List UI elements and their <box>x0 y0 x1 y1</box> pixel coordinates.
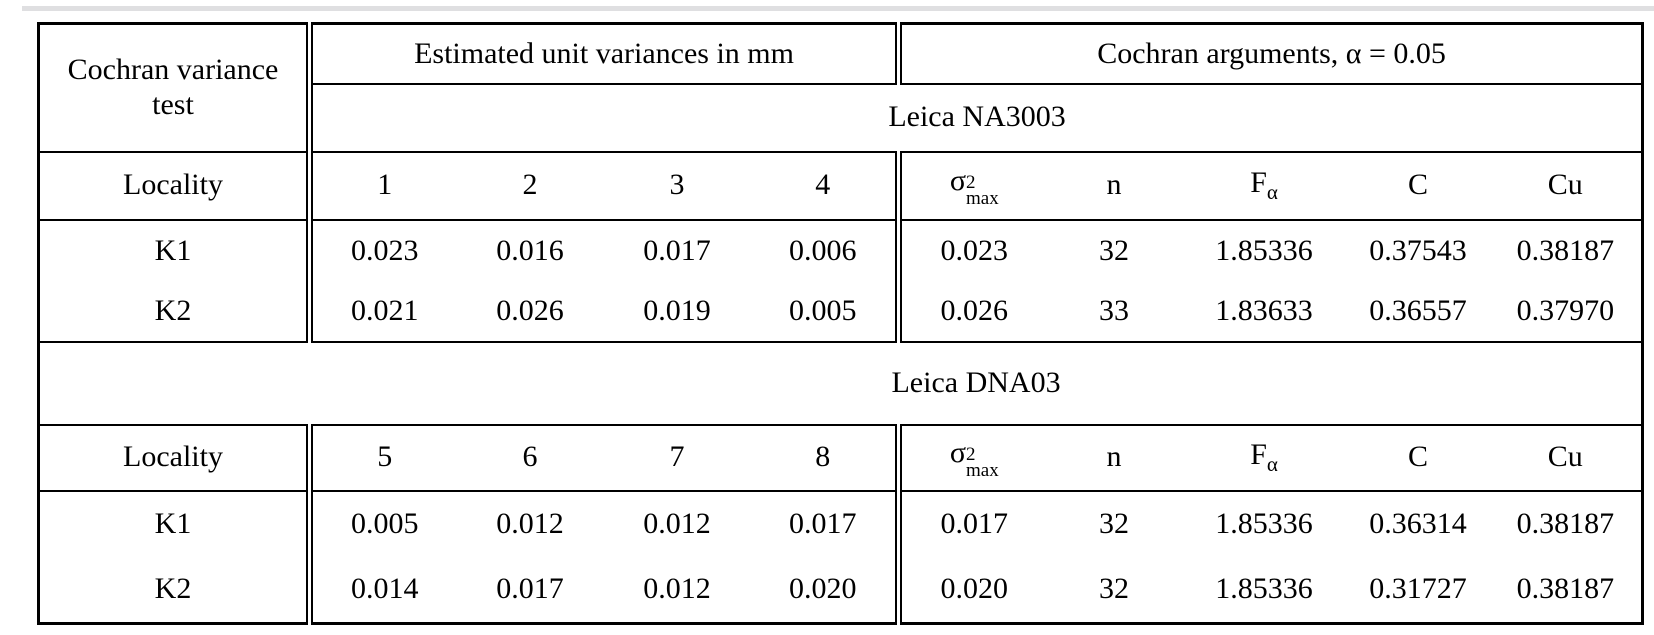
c-header: C <box>1346 151 1490 221</box>
sigma-max-cell: 0.023 <box>895 219 1047 282</box>
cu-cell: 0.37970 <box>1489 281 1643 343</box>
n-header: n <box>1046 424 1182 492</box>
f-alpha-subscript: α <box>1266 180 1278 205</box>
table-row: Locality 1 2 3 4 σ 2 max n Fα C Cu <box>38 151 1643 221</box>
cu-header: Cu <box>1489 151 1643 221</box>
n-cell: 33 <box>1046 281 1182 343</box>
variance-cell: 0.005 <box>750 281 899 343</box>
n-header: n <box>1046 151 1182 221</box>
sigma-symbol: σ <box>949 436 967 469</box>
f-alpha-cell: 1.83633 <box>1181 281 1347 343</box>
line-number-header: 3 <box>603 151 751 221</box>
locality-cell: K2 <box>38 281 313 343</box>
variance-cell: 0.014 <box>351 572 419 605</box>
line-number-header: 2 <box>456 151 604 221</box>
f-alpha-cell: 1.85336 <box>1215 572 1313 605</box>
sigma-max-header: σ 2 max <box>895 151 1047 221</box>
locality-header-cell: Locality <box>38 424 313 492</box>
line-number-header: 8 <box>750 424 899 492</box>
line-number-header: 7 <box>603 424 751 492</box>
variance-cell: 0.012 <box>643 506 711 540</box>
locality-cell: K2 <box>38 556 313 624</box>
table-row: K1 0.005 0.012 0.012 0.017 0.017 32 1.85… <box>38 490 1643 557</box>
cu-header: Cu <box>1489 424 1643 492</box>
locality-cell: K1 <box>38 219 313 282</box>
n-cell: 32 <box>1099 572 1130 605</box>
instrument-header-na3003: Leica NA3003 <box>309 83 1643 153</box>
variance-cell: 0.020 <box>789 572 857 605</box>
f-alpha-cell: 1.85336 <box>1215 233 1313 267</box>
line-number-header: 5 <box>309 424 457 492</box>
table-row: K2 0.021 0.026 0.019 0.005 0.026 33 1.83… <box>38 281 1643 343</box>
corner-header-cell: Cochran variance test <box>38 23 313 153</box>
c-cell: 0.36557 <box>1346 281 1490 343</box>
c-cell: 0.36314 <box>1369 506 1467 540</box>
cu-cell: 0.38187 <box>1516 572 1615 605</box>
variance-cell: 0.005 <box>351 506 419 540</box>
line-number-header: 6 <box>456 424 604 492</box>
variance-cell: 0.019 <box>603 281 751 343</box>
table-row: Leica NA3003 <box>39 83 1643 153</box>
variances-section-header: Estimated unit variances in mm <box>309 23 899 85</box>
c-cell: 0.31727 <box>1369 572 1467 605</box>
cochran-variance-table: Cochran variance test Estimated unit var… <box>37 22 1645 625</box>
variance-cell: 0.016 <box>496 233 564 267</box>
cu-cell: 0.38187 <box>1516 506 1615 540</box>
window-top-divider <box>22 6 1654 11</box>
f-alpha-subscript: α <box>1266 452 1278 477</box>
arguments-section-header: Cochran arguments, α = 0.05 <box>895 23 1643 85</box>
sigma-max-cell: 0.017 <box>895 490 1047 557</box>
c-cell: 0.37543 <box>1369 233 1467 267</box>
variance-cell: 0.021 <box>309 281 457 343</box>
variance-cell: 0.012 <box>496 506 564 540</box>
f-alpha-header: Fα <box>1181 151 1347 221</box>
f-alpha-header: Fα <box>1181 424 1347 492</box>
n-cell: 32 <box>1099 506 1130 540</box>
cu-cell: 0.38187 <box>1516 233 1615 267</box>
sigma-sup-sub: 2 max <box>966 444 999 481</box>
line-number-header: 1 <box>309 151 457 221</box>
table-row: K2 0.014 0.017 0.012 0.020 0.020 32 1.85… <box>38 556 1643 624</box>
variance-cell: 0.026 <box>456 281 604 343</box>
table-row: Locality 5 6 7 8 σ 2 max n Fα C Cu <box>38 424 1643 492</box>
locality-header-cell: Locality <box>38 151 313 221</box>
sigma-sup-sub: 2 max <box>966 172 999 209</box>
variance-cell: 0.017 <box>643 233 711 267</box>
table-row: Cochran variance test Estimated unit var… <box>38 23 1643 153</box>
corner-header-line1: Cochran variance <box>67 53 279 87</box>
instrument-header-dna03: Leica DNA03 <box>38 341 1643 426</box>
table-row: Leica DNA03 <box>38 341 1643 426</box>
locality-cell: K1 <box>38 490 313 557</box>
sigma-max-header: σ 2 max <box>895 424 1047 492</box>
table-row: K1 0.023 0.016 0.017 0.006 0.023 32 1.85… <box>38 219 1643 282</box>
sigma-symbol: σ <box>949 164 967 197</box>
variance-cell: 0.006 <box>789 233 857 267</box>
variance-cell: 0.023 <box>351 233 419 267</box>
n-cell: 32 <box>1099 233 1130 267</box>
line-number-header: 4 <box>750 151 899 221</box>
corner-header-line2: test <box>152 87 194 121</box>
variance-cell: 0.017 <box>496 572 564 605</box>
variance-cell: 0.017 <box>789 506 857 540</box>
variance-cell: 0.012 <box>643 572 711 605</box>
f-alpha-cell: 1.85336 <box>1215 506 1313 540</box>
sigma-max-cell: 0.020 <box>895 556 1047 624</box>
sigma-max-cell: 0.026 <box>895 281 1047 343</box>
c-header: C <box>1346 424 1490 492</box>
